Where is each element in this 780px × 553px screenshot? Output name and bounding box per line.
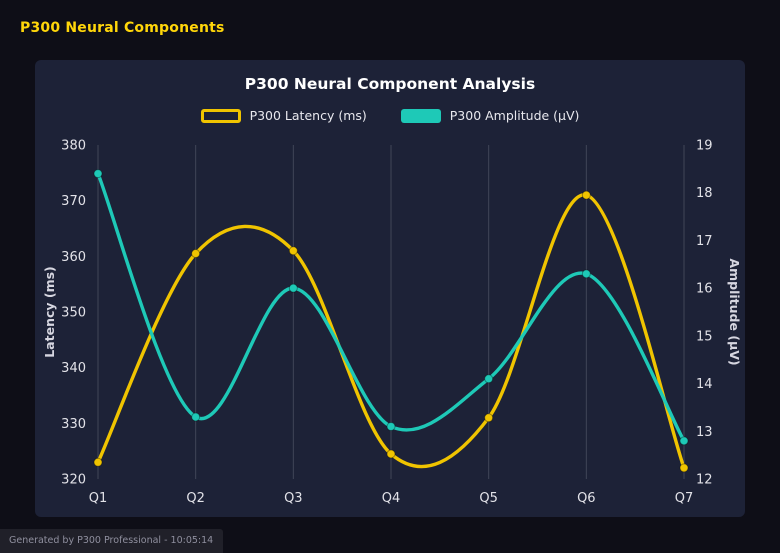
- x-axis-labels: Q1 Q2 Q3 Q4 Q5 Q6 Q7: [89, 491, 694, 506]
- chart-legend: P300 Latency (ms) P300 Amplitude (μV): [35, 108, 745, 123]
- svg-text:350: 350: [61, 306, 86, 321]
- gridlines: [97, 145, 685, 479]
- svg-text:340: 340: [61, 361, 86, 376]
- svg-text:14: 14: [696, 377, 713, 392]
- chart-panel: P300 Neural Component Analysis P300 Late…: [35, 60, 745, 517]
- svg-text:330: 330: [61, 417, 86, 432]
- svg-text:13: 13: [696, 425, 713, 440]
- legend-label-amplitude: P300 Amplitude (μV): [449, 108, 580, 123]
- svg-text:19: 19: [696, 139, 713, 154]
- svg-text:370: 370: [61, 194, 86, 209]
- chart-canvas[interactable]: 320 330 340 350 360 370 380 12 13 14 15 16 17 18 19 Q1 Q…: [40, 129, 742, 525]
- svg-text:12: 12: [696, 473, 713, 488]
- footer-text: Generated by P300 Professional - 10:05:1…: [0, 529, 224, 553]
- svg-text:Q2: Q2: [186, 491, 205, 506]
- latency-series-swatch: [200, 108, 241, 123]
- series-points-1: [93, 169, 689, 446]
- right-axis-ticks: 12 13 14 15 16 17 18 19: [696, 139, 713, 488]
- left-axis-ticks: 320 330 340 350 360 370 380: [61, 139, 86, 488]
- series-points-0: [93, 190, 689, 473]
- svg-text:Q5: Q5: [479, 491, 498, 506]
- svg-text:Q4: Q4: [382, 491, 401, 506]
- legend-item-amplitude[interactable]: P300 Amplitude (μV): [400, 108, 580, 123]
- page-title: P300 Neural Components: [20, 20, 225, 36]
- legend-item-latency[interactable]: P300 Latency (ms): [200, 108, 367, 123]
- svg-text:360: 360: [61, 250, 86, 265]
- svg-text:15: 15: [696, 329, 713, 344]
- svg-text:380: 380: [61, 139, 86, 154]
- right-axis-title: Amplitude (μV): [727, 258, 740, 365]
- legend-label-latency: P300 Latency (ms): [249, 108, 367, 123]
- svg-text:320: 320: [61, 473, 86, 488]
- left-axis-title: Latency (ms): [42, 266, 57, 358]
- svg-text:Q3: Q3: [284, 491, 303, 506]
- svg-text:Q7: Q7: [675, 491, 694, 506]
- svg-text:17: 17: [696, 234, 713, 249]
- svg-text:16: 16: [696, 282, 713, 297]
- chart-title: P300 Neural Component Analysis: [244, 75, 536, 93]
- amplitude-series-swatch: [400, 108, 441, 123]
- svg-text:18: 18: [696, 186, 713, 201]
- svg-text:Q1: Q1: [89, 491, 108, 506]
- svg-text:Q6: Q6: [577, 491, 596, 506]
